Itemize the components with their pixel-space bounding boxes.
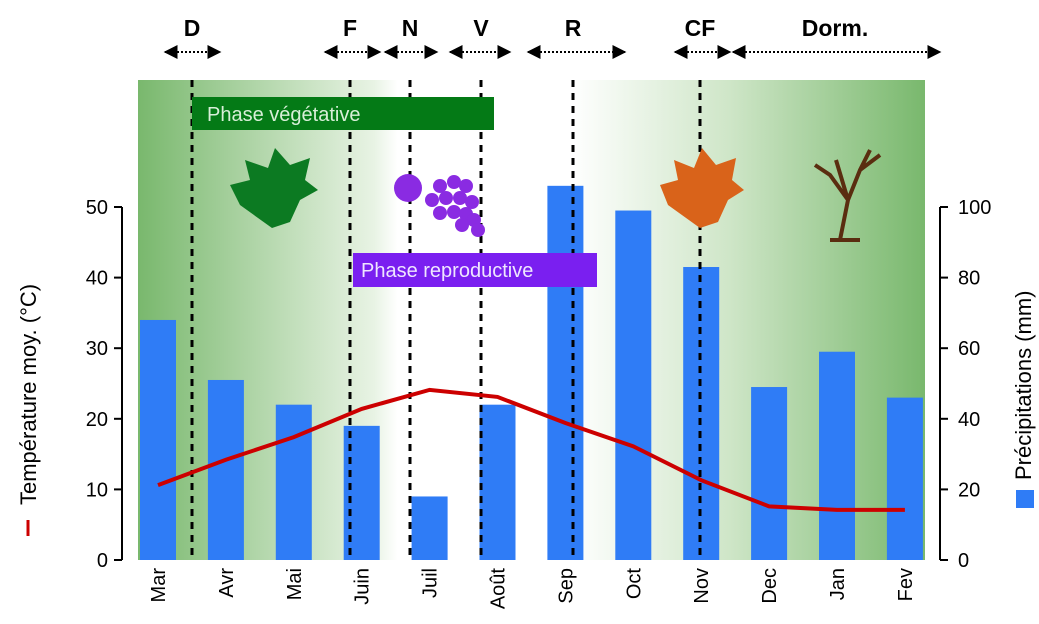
x-tick-label: Nov [691,568,713,604]
x-tick-label: Sep [555,568,577,604]
y2-tick-label: 80 [958,268,980,290]
y-tick-label: 40 [86,268,108,290]
stage-label: R [565,15,582,41]
y2-tick-label: 60 [958,338,980,360]
phase-box [192,97,494,130]
tree-icon [813,149,882,242]
y-tick-label: 50 [86,197,108,219]
y2-tick-label: 100 [958,197,991,219]
grape-icon [465,195,479,209]
x-tick-label: Jan [827,568,849,600]
x-tick-label: Août [488,568,510,610]
legend-key [1016,490,1034,508]
phase-label: Phase reproductive [361,260,533,282]
x-tick-label: Oct [623,568,645,600]
bar [683,267,720,560]
stage-label: Dorm. [802,15,868,41]
bar [886,397,923,560]
stage-label: F [343,15,357,41]
bar [819,351,855,560]
stage-label: D [184,15,201,41]
bar [547,185,584,560]
y-tick-label: 10 [86,479,108,501]
grape-icon [394,174,422,202]
bar [751,387,788,560]
plot-background [138,80,925,560]
grape-icon [433,206,447,220]
bar [479,404,516,560]
x-tick-label: Mai [284,568,306,600]
leaf-icon [230,148,318,228]
x-tick-label: Avr [216,568,238,598]
y2-tick-label: 40 [958,409,980,431]
bar [615,210,652,560]
grape-icon [433,179,447,193]
bar [275,404,312,560]
grape-icon [459,179,473,193]
grape-icon [447,205,461,219]
bar [411,496,448,560]
x-tick-label: Fev [895,568,917,601]
autumn-leaf-icon [660,148,744,228]
grape-icon [455,218,469,232]
x-tick-label: Juin [352,568,374,605]
stage-label: N [402,15,419,41]
stage-label: V [473,15,489,41]
grape-icon [447,175,461,189]
bar [207,379,244,560]
y2-tick-label: 20 [958,479,980,501]
grape-icon [453,191,467,205]
grape-icon [425,193,439,207]
x-tick-label: Dec [759,568,781,604]
x-tick-label: Juil [420,568,442,598]
phase-label: Phase végétative [207,104,360,126]
bar [140,319,176,560]
phase-box [353,253,597,287]
y-axis-title: Température moy. (°C) [16,284,41,505]
stage-label: CF [685,15,716,41]
y2-tick-label: 0 [958,550,969,572]
grape-icon [471,223,485,237]
y-tick-label: 0 [97,550,108,572]
temperature-line [157,387,905,512]
y2-axis-title: Précipitations (mm) [1011,291,1036,480]
y-tick-label: 30 [86,338,108,360]
grape-icon [439,191,453,205]
y-tick-label: 20 [86,409,108,431]
x-tick-label: Mar [148,568,170,603]
